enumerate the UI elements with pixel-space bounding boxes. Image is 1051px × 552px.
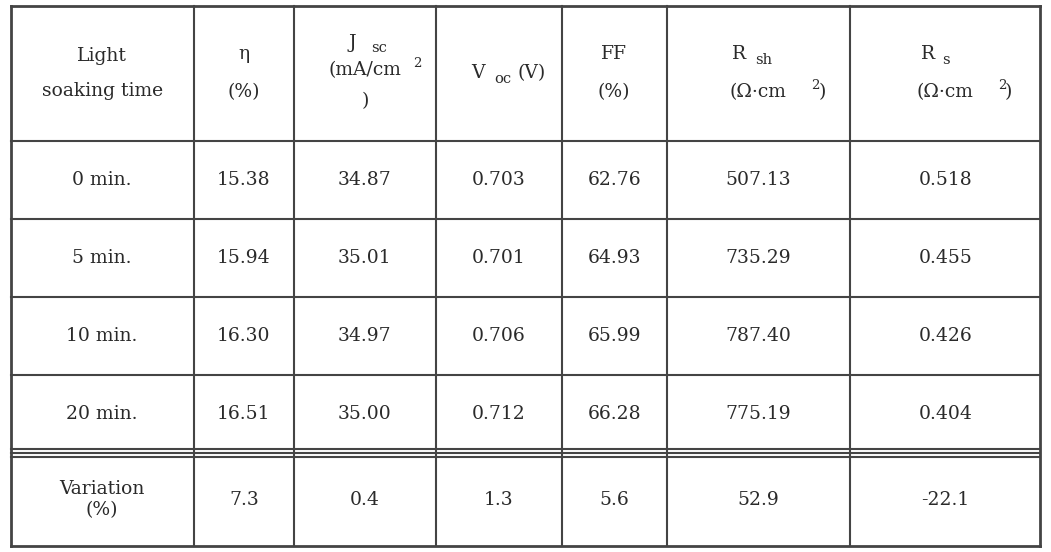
Text: 787.40: 787.40: [725, 327, 791, 345]
Text: Variation
(%): Variation (%): [60, 480, 145, 519]
Text: -22.1: -22.1: [921, 491, 969, 509]
Text: 775.19: 775.19: [725, 405, 791, 423]
Text: oc: oc: [495, 72, 512, 86]
Text: (%): (%): [228, 83, 260, 101]
Text: 16.30: 16.30: [218, 327, 270, 345]
Text: 64.93: 64.93: [588, 249, 641, 267]
Text: 2: 2: [997, 79, 1006, 92]
Text: 735.29: 735.29: [725, 249, 791, 267]
Text: (%): (%): [598, 83, 631, 101]
Text: 10 min.: 10 min.: [66, 327, 138, 345]
Text: 34.87: 34.87: [338, 171, 392, 189]
Text: 0.518: 0.518: [919, 171, 972, 189]
Text: 7.3: 7.3: [229, 491, 259, 509]
Text: 0.706: 0.706: [472, 327, 526, 345]
Text: 0.701: 0.701: [472, 249, 526, 267]
Text: (Ω·cm: (Ω·cm: [916, 83, 973, 101]
Text: 0.404: 0.404: [919, 405, 972, 423]
Text: ): ): [1005, 83, 1012, 101]
Text: 35.00: 35.00: [338, 405, 392, 423]
Text: 16.51: 16.51: [218, 405, 270, 423]
Text: R: R: [922, 45, 935, 63]
Text: sc: sc: [371, 41, 387, 55]
Text: Light
soaking time: Light soaking time: [42, 47, 163, 99]
Text: 507.13: 507.13: [725, 171, 791, 189]
Text: 2: 2: [413, 57, 421, 70]
Text: 0.455: 0.455: [919, 249, 972, 267]
Text: (Ω·cm: (Ω·cm: [729, 83, 787, 101]
Text: 0 min.: 0 min.: [73, 171, 132, 189]
Text: J: J: [348, 34, 356, 52]
Text: (V): (V): [518, 64, 545, 82]
Text: 0.426: 0.426: [919, 327, 972, 345]
Text: η: η: [239, 45, 249, 63]
Text: 65.99: 65.99: [588, 327, 641, 345]
Text: 0.703: 0.703: [472, 171, 526, 189]
Text: FF: FF: [601, 45, 627, 63]
Text: R: R: [733, 45, 746, 63]
Text: ): ): [362, 92, 369, 110]
Text: 34.97: 34.97: [338, 327, 392, 345]
Text: s: s: [942, 53, 950, 67]
Text: 2: 2: [810, 79, 819, 92]
Text: (mA/cm: (mA/cm: [328, 61, 401, 79]
Text: 35.01: 35.01: [338, 249, 392, 267]
Text: 0.712: 0.712: [472, 405, 526, 423]
Text: 5 min.: 5 min.: [73, 249, 132, 267]
Text: V: V: [471, 64, 485, 82]
Text: ): ): [818, 83, 825, 101]
Text: 0.4: 0.4: [350, 491, 379, 509]
Text: 1.3: 1.3: [483, 491, 514, 509]
Text: 52.9: 52.9: [738, 491, 779, 509]
Text: 66.28: 66.28: [588, 405, 641, 423]
Text: 15.94: 15.94: [217, 249, 270, 267]
Text: 15.38: 15.38: [217, 171, 270, 189]
Text: 5.6: 5.6: [599, 491, 628, 509]
Text: sh: sh: [755, 53, 772, 67]
Text: 20 min.: 20 min.: [66, 405, 138, 423]
Text: 62.76: 62.76: [588, 171, 641, 189]
